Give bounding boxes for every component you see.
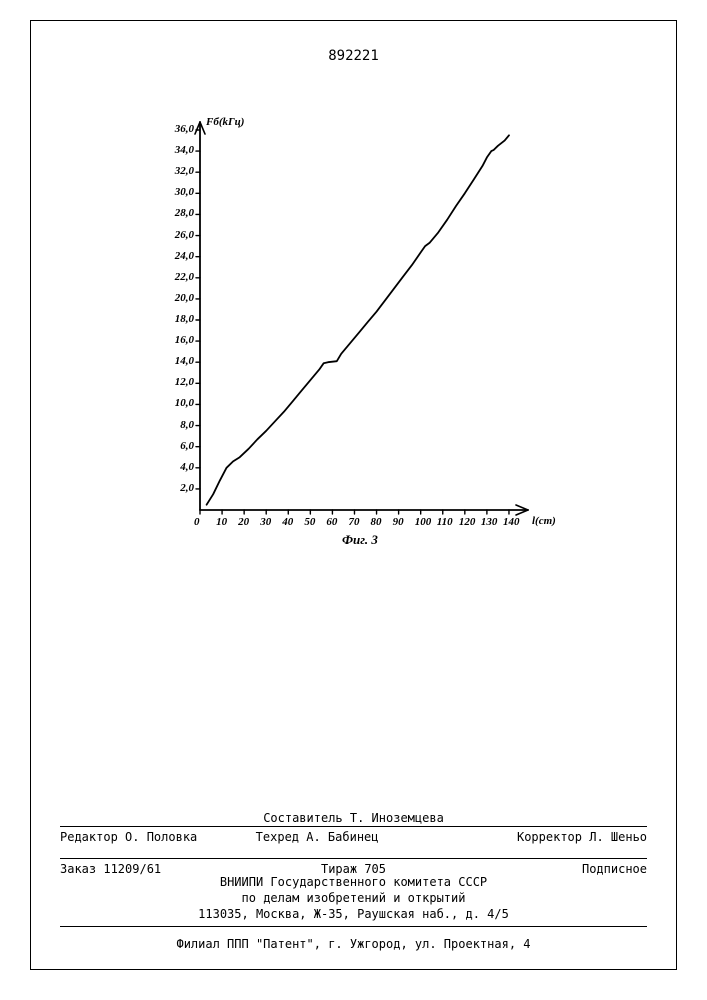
footer-credits-row: Редактор О. Половка Техред А. Бабинец Ко… [60,826,647,845]
y-tick-label: 4,0 [180,461,194,473]
chart-svg [170,120,530,540]
footer-org2: по делам изобретений и открытий [60,890,647,906]
footer-address2: Филиал ППП "Патент", г. Ужгород, ул. Про… [60,936,647,952]
y-tick-label: 6,0 [180,440,194,452]
x-tick-label: 20 [238,516,249,528]
y-tick-label: 36,0 [175,123,194,135]
y-tick-label: 20,0 [175,292,194,304]
y-tick-label: 12,0 [175,376,194,388]
x-tick-label: 70 [348,516,359,528]
y-axis-label: Fб(kГц) [206,116,244,128]
y-tick-label: 30,0 [175,186,194,198]
x-tick-label: 80 [371,516,382,528]
x-tick-label: 90 [393,516,404,528]
y-tick-label: 16,0 [175,334,194,346]
y-tick-label: 28,0 [175,207,194,219]
footer-editor: Редактор О. Половка [60,829,256,845]
figure-caption: Фиг. 3 [342,532,378,548]
x-tick-label: 30 [260,516,271,528]
x-tick-label: 100 [415,516,432,528]
x-tick-label: 0 [194,516,200,528]
y-tick-label: 18,0 [175,313,194,325]
y-tick-label: 32,0 [175,165,194,177]
x-tick-label: 50 [304,516,315,528]
y-tick-label: 8,0 [180,419,194,431]
x-tick-label: 10 [216,516,227,528]
x-tick-label: 120 [459,516,476,528]
y-tick-label: 14,0 [175,355,194,367]
x-tick-label: 60 [326,516,337,528]
x-tick-label: 130 [481,516,498,528]
y-tick-label: 2,0 [180,482,194,494]
footer-corrector: Корректор Л. Шеньо [451,829,647,845]
x-tick-label: 110 [437,516,453,528]
x-axis-label: l(сm) [532,515,556,527]
chart [170,120,530,540]
footer-address1: 113035, Москва, Ж-35, Раушская наб., д. … [60,906,647,927]
page-number: 892221 [328,48,379,64]
footer-org1: ВНИИПИ Государственного комитета СССР [60,874,647,890]
y-tick-label: 26,0 [175,229,194,241]
y-tick-label: 22,0 [175,271,194,283]
y-tick-label: 10,0 [175,397,194,409]
footer-compiler: Составитель Т. Иноземцева [60,810,647,826]
y-tick-label: 34,0 [175,144,194,156]
x-tick-label: 40 [282,516,293,528]
footer-techred: Техред А. Бабинец [256,829,452,845]
x-tick-label: 140 [503,516,520,528]
y-tick-label: 24,0 [175,250,194,262]
